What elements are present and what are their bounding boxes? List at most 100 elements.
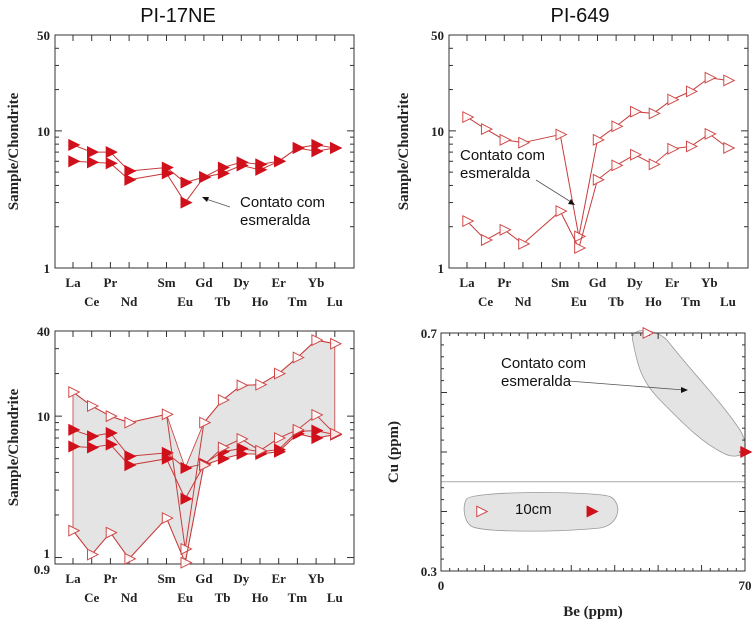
y-axis-label: Sample/Chondrite bbox=[6, 388, 22, 506]
open-triangle-marker bbox=[518, 237, 531, 250]
open-triangle-marker bbox=[105, 410, 118, 423]
open-triangle-marker bbox=[667, 93, 680, 106]
open-triangle-marker bbox=[555, 205, 568, 218]
x-category-label: Dy bbox=[233, 571, 249, 586]
open-triangle-marker bbox=[255, 378, 268, 391]
x-category-label: Nd bbox=[121, 294, 138, 309]
x-category-label: Er bbox=[271, 275, 286, 290]
open-triangle-marker bbox=[274, 367, 287, 380]
x-category-label: Tb bbox=[215, 590, 231, 605]
open-triangle-marker bbox=[642, 326, 655, 340]
filled-triangle-marker bbox=[180, 176, 193, 189]
y-axis-label: Cu (ppm) bbox=[386, 421, 402, 483]
filled-triangle-marker bbox=[68, 155, 81, 168]
open-triangle-marker bbox=[68, 524, 81, 537]
open-triangle-marker bbox=[311, 408, 324, 421]
annotation-text: esmeralda bbox=[501, 373, 572, 390]
open-triangle-marker bbox=[480, 233, 494, 247]
filled-triangle-marker bbox=[105, 146, 118, 159]
filled-triangle-marker bbox=[292, 141, 305, 155]
open-triangle-marker bbox=[199, 416, 212, 429]
10cm-group-region bbox=[463, 492, 619, 532]
contact-group-region bbox=[632, 330, 746, 457]
x-category-label: Yb bbox=[308, 571, 325, 586]
filled-triangle-marker bbox=[311, 145, 324, 158]
filled-triangle-marker bbox=[161, 452, 174, 465]
open-triangle-marker bbox=[161, 512, 174, 525]
x-tick-label: 0 bbox=[438, 578, 445, 593]
filled-triangle-marker bbox=[68, 440, 81, 453]
envelope-area bbox=[72, 339, 336, 565]
filled-triangle-marker bbox=[330, 141, 343, 155]
x-category-label: Yb bbox=[701, 275, 718, 290]
x-category-label: Tm bbox=[288, 590, 308, 605]
y-tick-label: 0.7 bbox=[421, 326, 438, 341]
annotation-text: esmeralda bbox=[460, 165, 531, 182]
open-triangle-marker bbox=[555, 128, 568, 141]
arrow-head bbox=[681, 387, 688, 393]
x-category-label: Lu bbox=[327, 294, 343, 309]
y-tick-label: 0.9 bbox=[34, 562, 51, 577]
y-tick-label: 1 bbox=[438, 261, 445, 276]
arrow-head bbox=[568, 199, 575, 205]
open-triangle-marker bbox=[124, 552, 137, 565]
x-category-label: Eu bbox=[177, 590, 193, 605]
open-triangle-marker bbox=[574, 230, 587, 243]
x-category-label: Dy bbox=[627, 275, 643, 290]
filled-triangle-marker bbox=[217, 452, 231, 465]
x-category-label: Er bbox=[271, 571, 286, 586]
series-3 bbox=[68, 334, 343, 556]
x-category-label: Ce bbox=[84, 590, 99, 605]
open-triangle-marker bbox=[87, 399, 100, 413]
x-category-label: Ho bbox=[252, 294, 269, 309]
open-triangle-marker bbox=[611, 120, 624, 133]
x-category-label: Nd bbox=[515, 294, 532, 309]
filled-triangle-marker bbox=[124, 459, 137, 472]
filled-triangle-marker bbox=[105, 438, 118, 451]
annotation-arrow bbox=[567, 380, 685, 391]
series-2 bbox=[462, 127, 736, 255]
x-category-label: Pr bbox=[497, 275, 511, 290]
filled-triangle-marker bbox=[180, 196, 193, 209]
filled-triangle-marker bbox=[274, 155, 287, 168]
x-category-label: Lu bbox=[720, 294, 736, 309]
x-category-label: Sm bbox=[551, 275, 569, 290]
y-tick-label: 1 bbox=[44, 546, 51, 561]
annotation-text: esmeralda bbox=[240, 212, 311, 229]
plot-frame bbox=[54, 34, 355, 269]
x-category-label: Dy bbox=[233, 275, 249, 290]
x-category-label: Tb bbox=[215, 294, 231, 309]
annotation-arrow bbox=[535, 179, 572, 203]
open-triangle-marker bbox=[704, 71, 717, 84]
x-category-label: La bbox=[459, 275, 475, 290]
filled-triangle-marker bbox=[87, 430, 100, 443]
filled-triangle-marker bbox=[236, 159, 249, 172]
open-triangle-marker bbox=[685, 140, 699, 153]
x-category-label: Gd bbox=[589, 275, 607, 290]
filled-triangle-marker bbox=[161, 167, 174, 180]
filled-triangle-marker bbox=[124, 173, 137, 186]
x-category-label: La bbox=[65, 571, 81, 586]
filled-triangle-marker bbox=[217, 167, 231, 180]
y-tick-label: 10 bbox=[37, 124, 50, 139]
y-tick-label: 40 bbox=[37, 324, 50, 339]
x-axis-label: Be (ppm) bbox=[563, 604, 623, 620]
x-category-label: Tb bbox=[608, 294, 624, 309]
filled-triangle-marker bbox=[87, 146, 100, 159]
open-triangle-marker bbox=[236, 432, 249, 445]
open-triangle-marker bbox=[704, 127, 717, 140]
open-triangle-marker bbox=[723, 141, 736, 155]
open-triangle-marker bbox=[630, 105, 643, 118]
open-triangle-marker bbox=[292, 351, 305, 364]
x-category-label: Gd bbox=[195, 571, 213, 586]
filled-triangle-marker bbox=[68, 423, 81, 436]
y-tick-label: 50 bbox=[37, 28, 50, 43]
annotation-text: Contato com bbox=[460, 147, 545, 164]
annotation-text: Contato com bbox=[501, 355, 586, 372]
open-triangle-marker bbox=[648, 158, 661, 171]
open-triangle-marker bbox=[499, 133, 512, 146]
filled-triangle-marker bbox=[199, 171, 212, 184]
open-triangle-marker bbox=[462, 214, 475, 228]
